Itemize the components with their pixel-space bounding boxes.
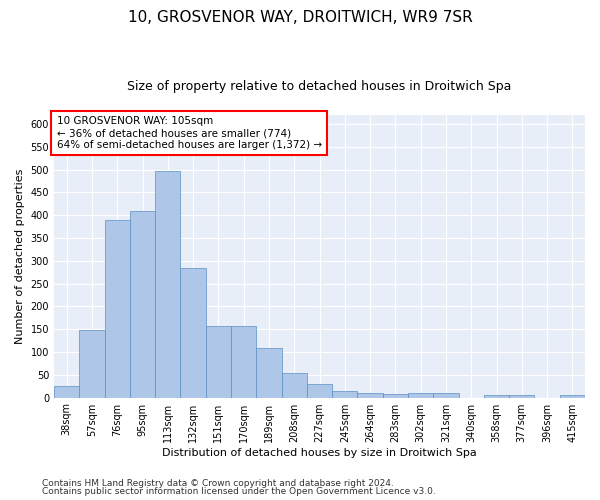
- X-axis label: Distribution of detached houses by size in Droitwich Spa: Distribution of detached houses by size …: [162, 448, 477, 458]
- Bar: [509, 396, 535, 398]
- Text: Contains public sector information licensed under the Open Government Licence v3: Contains public sector information licen…: [42, 487, 436, 496]
- Bar: [79, 330, 104, 398]
- Bar: [206, 326, 231, 398]
- Bar: [155, 171, 181, 398]
- Bar: [181, 268, 206, 398]
- Bar: [307, 384, 332, 398]
- Bar: [484, 396, 509, 398]
- Bar: [256, 348, 281, 398]
- Bar: [358, 393, 383, 398]
- Bar: [54, 386, 79, 398]
- Y-axis label: Number of detached properties: Number of detached properties: [15, 168, 25, 344]
- Text: 10 GROSVENOR WAY: 105sqm
← 36% of detached houses are smaller (774)
64% of semi-: 10 GROSVENOR WAY: 105sqm ← 36% of detach…: [56, 116, 322, 150]
- Text: Contains HM Land Registry data © Crown copyright and database right 2024.: Contains HM Land Registry data © Crown c…: [42, 478, 394, 488]
- Bar: [560, 396, 585, 398]
- Bar: [130, 210, 155, 398]
- Text: 10, GROSVENOR WAY, DROITWICH, WR9 7SR: 10, GROSVENOR WAY, DROITWICH, WR9 7SR: [128, 10, 472, 25]
- Bar: [104, 220, 130, 398]
- Title: Size of property relative to detached houses in Droitwich Spa: Size of property relative to detached ho…: [127, 80, 512, 93]
- Bar: [383, 394, 408, 398]
- Bar: [408, 393, 433, 398]
- Bar: [332, 390, 358, 398]
- Bar: [281, 373, 307, 398]
- Bar: [231, 326, 256, 398]
- Bar: [433, 393, 458, 398]
